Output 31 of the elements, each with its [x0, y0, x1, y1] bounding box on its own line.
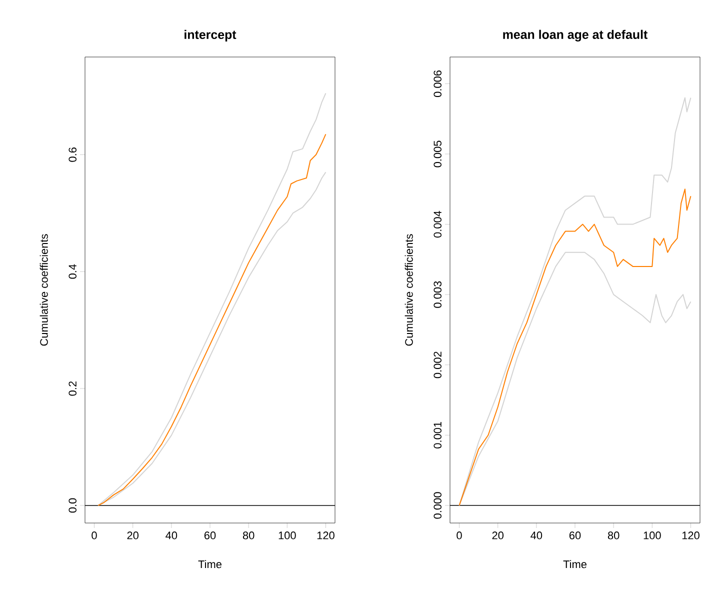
x-tick-label: 60 [204, 532, 216, 540]
y-tick-label: 0.003 [434, 281, 442, 308]
x-tick-label: 80 [608, 532, 620, 540]
x-tick-label: 0 [456, 532, 462, 540]
x-tick-label: 20 [127, 532, 138, 540]
y-tick-label: 0.005 [434, 140, 442, 168]
x-tick-label: 40 [166, 532, 178, 540]
y-tick-label: 0.004 [434, 210, 442, 238]
y-tick-label: 0.0 [68, 498, 76, 513]
y-tick-label: 0.006 [434, 70, 442, 97]
y-tick-label: 0.001 [434, 422, 442, 448]
x-tick-label: 80 [242, 532, 254, 540]
x-tick-label: 20 [492, 532, 504, 540]
x-tick-label: 100 [644, 532, 661, 540]
x-tick-label: 60 [569, 532, 581, 540]
x-axis-title: Time [563, 560, 586, 568]
x-tick-label: 100 [278, 532, 296, 540]
x-tick-label: 120 [317, 532, 334, 540]
x-tick-label: 0 [92, 532, 97, 540]
y-axis-title: Cumulative coefficients [40, 234, 48, 346]
x-axis-title: Time [198, 560, 222, 568]
y-tick-label: 0.4 [68, 264, 76, 279]
y-tick-label: 0.002 [434, 352, 442, 378]
chart-title: mean loan age at default [503, 30, 648, 42]
y-tick-label: 0.000 [434, 492, 442, 519]
x-tick-label: 40 [530, 532, 542, 540]
y-tick-label: 0.6 [68, 148, 76, 162]
chart-title: intercept [184, 30, 236, 42]
x-tick-label: 120 [682, 532, 700, 540]
y-tick-label: 0.2 [68, 381, 76, 396]
y-axis-title: Cumulative coefficients [404, 234, 413, 346]
